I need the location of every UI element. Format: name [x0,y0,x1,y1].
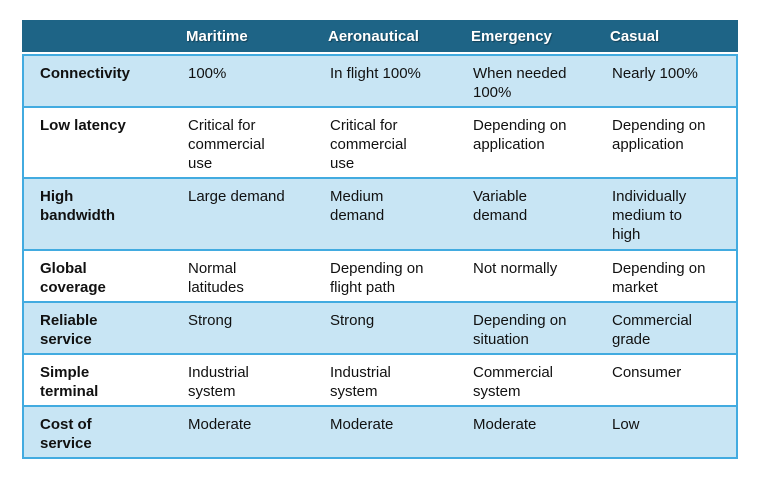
table-row-global-coverage: Global coverage Normal latitudes Dependi… [24,249,736,301]
table-cell: Depending on flight path [330,260,424,296]
table-cell: Individually medium to high [612,188,687,243]
table-cell: Industrial system [188,364,249,400]
row-label: Simple terminal [40,364,99,400]
table-cell: Depending on market [612,260,706,296]
table-cell: Industrial system [330,364,391,400]
row-label: High bandwidth [40,188,115,224]
header-cell-aeronautical: Aeronautical [328,27,419,45]
table-cell: When needed 100% [473,65,567,101]
table-cell: Depending on application [473,117,567,153]
row-label: Connectivity [40,65,131,82]
table-cell: Not normally [473,260,558,277]
table-cell: Nearly 100% [612,65,698,82]
table-row-low-latency: Low latency Critical for commercial use … [24,106,736,177]
table-cell: Moderate [330,416,394,433]
table-cell: Normal latitudes [188,260,244,296]
table-body: Connectivity 100% In flight 100% When ne… [22,54,738,459]
row-label: Reliable service [40,312,98,348]
header-divider [22,52,738,54]
table-row-connectivity: Connectivity 100% In flight 100% When ne… [24,56,736,106]
table-cell: Depending on application [612,117,706,153]
header-cell-emergency: Emergency [471,27,552,45]
table-cell: Depending on situation [473,312,567,348]
table-cell: Moderate [188,416,252,433]
table-cell: 100% [188,65,227,82]
table-row-cost-of-service: Cost of service Moderate Moderate Modera… [24,405,736,457]
table-cell: Medium demand [330,188,385,224]
table-cell: Critical for commercial use [188,117,265,172]
row-label: Cost of service [40,416,92,452]
comparison-table: Maritime Aeronautical Emergency Casual C… [22,20,738,459]
table-cell: Strong [188,312,233,329]
table-cell: In flight 100% [330,65,421,82]
table-cell: Variable demand [473,188,528,224]
header-cell-casual: Casual [610,27,660,45]
table-cell: Moderate [473,416,537,433]
table-cell: Commercial system [473,364,554,400]
table-row-high-bandwidth: High bandwidth Large demand Medium deman… [24,177,736,249]
table-header-row: Maritime Aeronautical Emergency Casual [22,20,738,52]
table-cell: Strong [330,312,375,329]
table-cell: Low [612,416,640,433]
table-cell: Consumer [612,364,682,381]
table-row-simple-terminal: Simple terminal Industrial system Indust… [24,353,736,405]
header-cell-maritime: Maritime [186,27,248,45]
table-row-reliable-service: Reliable service Strong Strong Depending… [24,301,736,353]
table-cell: Large demand [188,188,285,205]
row-label: Low latency [40,117,126,134]
table-cell: Commercial grade [612,312,693,348]
table-cell: Critical for commercial use [330,117,407,172]
row-label: Global coverage [40,260,106,296]
